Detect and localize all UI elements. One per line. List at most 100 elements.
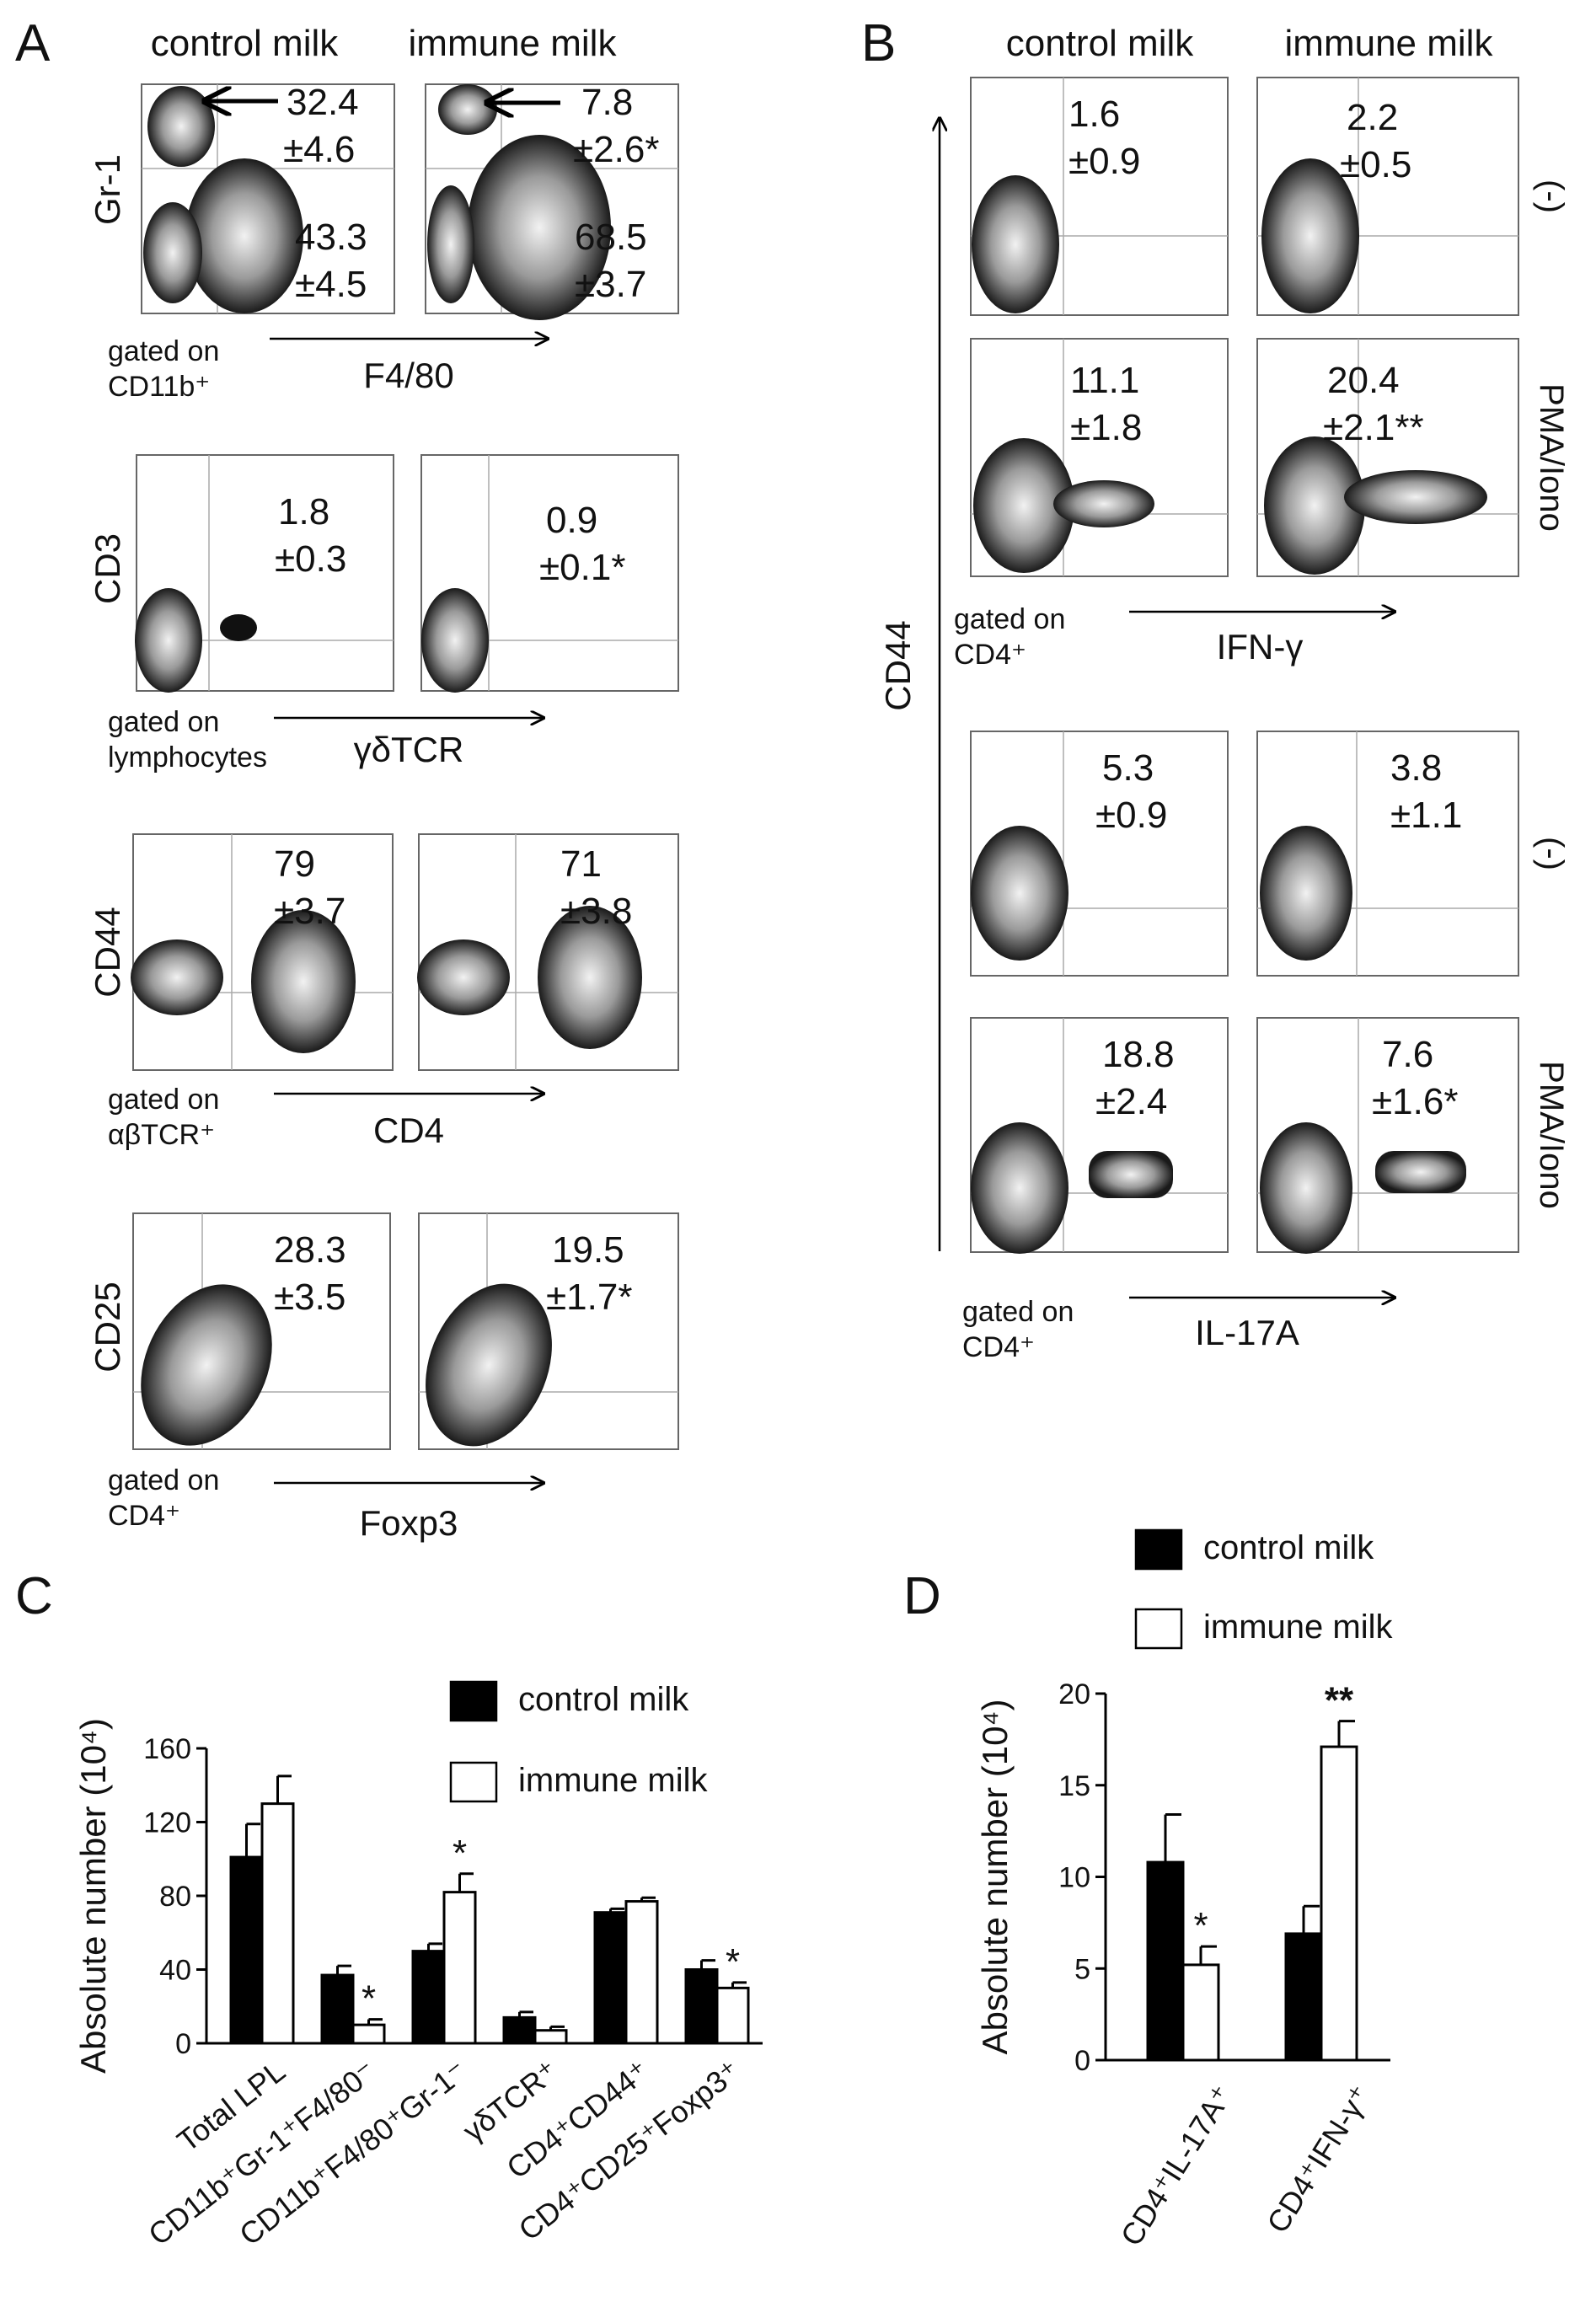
contour-population [1261, 158, 1359, 313]
y-tick-label: 5 [1074, 1953, 1090, 1985]
y-tick-label: 160 [143, 1733, 191, 1765]
panel-label-c: C [15, 1567, 53, 1625]
stat-error: ±1.8 [1070, 407, 1142, 448]
contour-population [971, 826, 1068, 961]
stat-error: ±2.4 [1095, 1081, 1167, 1122]
legend-swatch [449, 1680, 498, 1722]
stat-value: 18.8 [1102, 1034, 1175, 1075]
stat-value: 7.8 [581, 82, 633, 123]
contour-population [220, 614, 257, 641]
a-row2-immune-plot: 0.9 ±0.1* [420, 454, 679, 693]
b-il17-unstim-row: 5.3 ±0.9 3.8 ±1.1 (-) [970, 731, 1570, 977]
y-tick-label: 80 [159, 1881, 191, 1913]
bar [1284, 1932, 1323, 2062]
significance-marker: * [1193, 1905, 1208, 1946]
legend-label: immune milk [1203, 1608, 1393, 1646]
stat-value: 0.9 [546, 500, 597, 541]
stat-error: ±0.3 [275, 538, 346, 580]
contour-population [185, 158, 303, 313]
bar [411, 1950, 446, 2045]
b-il17-stim-row: 18.8 ±2.4 7.6 ±1.6* PMA/Iono [970, 1017, 1570, 1254]
b-ifng-unstim-immune: 2.2 ±0.5 [1256, 77, 1519, 316]
b-group2-x-label: IL-17A [1195, 1313, 1299, 1352]
significance-marker: * [453, 1833, 467, 1874]
b-group1-x-label: IFN-γ [1217, 627, 1304, 666]
contour-population [971, 1122, 1068, 1254]
contour-population [438, 84, 497, 135]
contour-population [426, 1283, 552, 1447]
stat-value: 2.2 [1347, 97, 1398, 138]
gate-label: CD4⁺ [962, 1331, 1035, 1363]
y-axis-label: Absolute number (10⁴) [73, 1718, 113, 2074]
stat-error: ±3.7 [575, 264, 646, 305]
contour-population [1375, 1151, 1466, 1193]
stat-value: 1.8 [278, 491, 329, 533]
b-il17-stim-immune: 7.6 ±1.6* [1256, 1017, 1519, 1254]
gate-label: gated on [108, 335, 219, 367]
b-ifng-unstim-row: 1.6 ±0.9 2.2 ±0.5 (-) [970, 77, 1570, 316]
a-row1-immune-plot: 7.8 ±2.6* 68.5 ±3.7 [425, 82, 679, 320]
a-row1-y-label: Gr-1 [88, 154, 127, 225]
bar [684, 1968, 719, 2045]
stat-value: 28.3 [274, 1229, 346, 1271]
stat-error: ±4.6 [283, 129, 355, 170]
y-tick-label: 120 [143, 1807, 191, 1839]
bar [442, 1891, 477, 2045]
category-label: CD4⁺IL-17A⁺ [1114, 2080, 1240, 2252]
bar [351, 2023, 386, 2045]
gate-label: gated on [108, 1084, 219, 1116]
b-condition-label: (-) [1533, 179, 1570, 213]
contour-population [973, 438, 1074, 573]
y-tick-label: 20 [1058, 1678, 1090, 1710]
stat-value: 5.3 [1102, 747, 1154, 789]
contour-population [131, 939, 223, 1015]
a-row2-control-plot: 1.8 ±0.3 [135, 454, 394, 693]
a-row4-control-plot: 28.3 ±3.5 [132, 1212, 391, 1450]
stat-value: 1.6 [1068, 94, 1120, 135]
panel-label-a: A [15, 14, 51, 72]
contour-population [1260, 826, 1352, 961]
a-col-header-control: control milk [151, 23, 339, 64]
gate-label: lymphocytes [108, 741, 267, 773]
contour-population [1264, 436, 1365, 575]
gate-label: gated on [108, 706, 219, 738]
gate-label: gated on [108, 1464, 219, 1496]
stat-value: 68.5 [575, 217, 647, 258]
gate-label: gated on [962, 1296, 1074, 1328]
a-row3-x-label: CD4 [373, 1111, 444, 1150]
legend-label: control milk [518, 1681, 689, 1718]
a-row-gr1: Gr-1 32.4 ±4.6 43.3 ±4.5 7.8 ±2.6* 68.5 … [88, 82, 679, 403]
a-row-cd25: CD25 28.3 ±3.5 19.5 ±1.7* gated on CD4⁺ … [88, 1212, 679, 1543]
contour-population [147, 86, 215, 167]
y-tick-label: 0 [1074, 2045, 1090, 2077]
a-col-header-immune: immune milk [409, 23, 618, 64]
legend-label: immune milk [518, 1762, 708, 1799]
stat-error: ±1.7* [546, 1277, 632, 1318]
y-tick-label: 0 [175, 2028, 191, 2060]
contour-population [1344, 470, 1487, 524]
b-y-label: CD44 [878, 620, 918, 710]
a-row1-x-label: F4/80 [363, 356, 453, 395]
contour-population [538, 906, 642, 1049]
y-tick-label: 15 [1058, 1770, 1090, 1802]
stat-value: 7.6 [1382, 1034, 1433, 1075]
gate-label: CD11b⁺ [108, 371, 210, 403]
chart-d: 0 5 10 15 20 Absolute number (10⁴) * CD4⁺IL-17A… [975, 1528, 1393, 2252]
significance-marker: ** [1325, 1680, 1354, 1721]
y-axis-label: Absolute number (10⁴) [975, 1699, 1015, 2055]
gate-label: CD4⁺ [954, 639, 1026, 671]
stat-error: ±3.8 [560, 891, 632, 932]
contour-population [468, 135, 611, 320]
significance-marker: * [362, 1978, 376, 2020]
b-condition-label: (-) [1533, 837, 1570, 870]
contour-population [1260, 1122, 1352, 1254]
contour-population [143, 202, 202, 303]
b-ifng-stim-immune: 20.4 ±2.1** [1256, 338, 1519, 577]
y-tick-label: 40 [159, 1955, 191, 1987]
bar [1181, 1963, 1220, 2062]
bar [624, 1900, 659, 2045]
gate-label: gated on [954, 603, 1065, 635]
stat-error: ±2.6* [573, 129, 659, 170]
b-il17-stim-control: 18.8 ±2.4 [970, 1017, 1229, 1254]
